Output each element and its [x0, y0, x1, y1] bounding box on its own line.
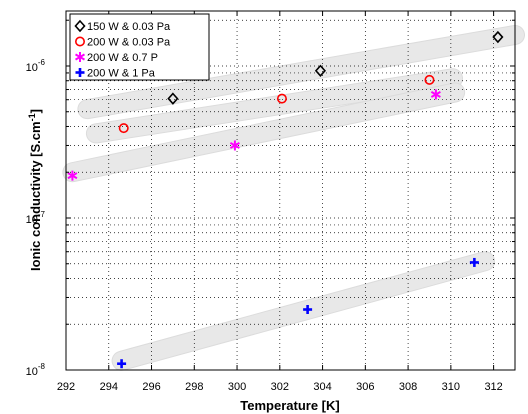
- legend-box: [69, 13, 210, 81]
- legend-marker: [75, 68, 85, 77]
- star-stroke: [67, 172, 78, 180]
- x-axis-ticks: 292 294 296 298 300 302 304 306 308 310 312: [57, 11, 503, 393]
- grid-lines: [66, 11, 515, 370]
- x-tick-label: 308: [399, 381, 417, 393]
- series-band-fill: [63, 83, 465, 182]
- y-tick-mantissa: 10: [26, 366, 38, 378]
- y-tick-label: 10-7: [26, 210, 46, 226]
- x-tick-label: 302: [271, 381, 289, 393]
- star-stroke: [74, 53, 86, 61]
- y-tick-mantissa: 10: [26, 214, 38, 226]
- legend-entry-label: 200 W & 0.7 P: [87, 52, 158, 64]
- x-tick-label: 292: [57, 381, 75, 393]
- legend-entry-label: 200 W & 1 Pa: [87, 68, 156, 80]
- data-point: [229, 140, 240, 151]
- y-tick-mantissa: 10: [26, 62, 38, 74]
- plot-frame: [65, 10, 516, 371]
- x-tick-label: 296: [142, 381, 160, 393]
- data-point: [469, 257, 479, 267]
- legend: 150 W & 0.03 Pa 200 W & 0.03 Pa 200 W & 0.…: [69, 13, 210, 81]
- legend-entry-label: 200 W & 0.03 Pa: [87, 37, 171, 49]
- x-tick-label: 312: [484, 381, 502, 393]
- y-tick-label: 10-6: [26, 58, 46, 74]
- data-point: [424, 74, 435, 85]
- y-axis-ticks: 10-810-710-6: [26, 19, 515, 378]
- x-tick-label: 300: [228, 381, 246, 393]
- data-point: [430, 89, 441, 100]
- data-point: [314, 64, 327, 77]
- y-tick-exponent: -8: [38, 362, 46, 371]
- series-band-fill: [78, 25, 524, 119]
- data-point: [492, 30, 504, 44]
- data-point: [117, 359, 127, 369]
- data-point: [276, 93, 287, 104]
- x-axis-label: Temperature [K]: [240, 398, 339, 413]
- y-tick-exponent: -6: [38, 58, 46, 67]
- legend-entry-label: 150 W & 0.03 Pa: [87, 21, 171, 33]
- data-point: [303, 305, 313, 315]
- star-stroke: [229, 142, 240, 149]
- y-axis-label: Ionic conductivity [S.cm-1]: [27, 109, 43, 271]
- x-tick-label: 298: [185, 381, 203, 393]
- data-points: [67, 30, 504, 369]
- legend-marker: [74, 52, 86, 62]
- data-point: [118, 123, 129, 134]
- series-band-fill: [112, 252, 495, 370]
- legend-marker: [75, 36, 86, 47]
- series-bands: [62, 24, 525, 371]
- x-tick-label: 304: [313, 381, 331, 393]
- y-axis-label-main: Ionic conductivity [S.cm: [28, 121, 43, 271]
- y-axis-label-close: ]: [28, 109, 43, 113]
- star-stroke: [430, 90, 441, 98]
- y-axis-label-exponent: -1: [27, 113, 37, 121]
- data-point: [67, 170, 78, 181]
- x-tick-label: 294: [100, 381, 118, 393]
- x-tick-label: 306: [356, 381, 374, 393]
- y-tick-label: 10-8: [26, 362, 46, 378]
- series-band-fill: [86, 69, 462, 143]
- data-point: [167, 92, 179, 105]
- legend-marker: [74, 19, 86, 33]
- x-tick-label: 310: [442, 381, 460, 393]
- y-tick-exponent: -7: [38, 210, 46, 219]
